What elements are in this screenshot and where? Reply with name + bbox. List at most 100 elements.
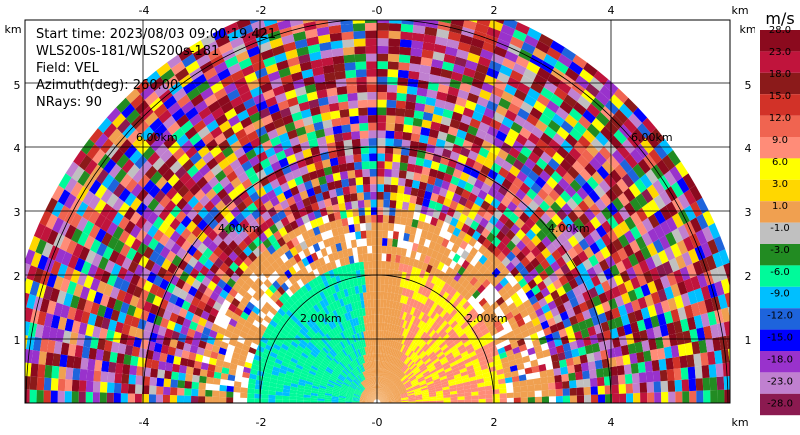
velocity-cell (465, 304, 474, 314)
velocity-cell (98, 256, 109, 271)
velocity-cell (77, 170, 91, 187)
velocity-cell (352, 334, 357, 343)
velocity-cell (153, 275, 164, 287)
velocity-cell (694, 365, 703, 379)
velocity-cell (647, 392, 655, 403)
velocity-cell (94, 315, 104, 328)
colorbar-tick-label: 3.0 (772, 179, 788, 190)
velocity-cell (136, 276, 147, 289)
velocity-cell (420, 229, 428, 239)
velocity-cell (327, 95, 339, 105)
velocity-cell (409, 376, 417, 382)
velocity-cell (525, 229, 537, 241)
velocity-cell (617, 374, 626, 385)
velocity-cell (239, 272, 250, 283)
velocity-cell (290, 340, 299, 349)
velocity-cell (467, 209, 477, 221)
velocity-cell (372, 260, 377, 269)
velocity-cell (350, 286, 356, 295)
velocity-cell (462, 139, 473, 151)
velocity-cell (424, 26, 438, 37)
velocity-cell (248, 155, 260, 167)
velocity-cell (424, 374, 432, 380)
velocity-cell (496, 262, 506, 273)
velocity-cell (520, 75, 534, 88)
velocity-cell (364, 389, 370, 396)
velocity-cell (377, 383, 379, 392)
velocity-cell (472, 289, 481, 299)
velocity-cell (451, 348, 460, 355)
velocity-cell (431, 293, 439, 302)
velocity-cell (620, 314, 631, 326)
velocity-cell (358, 107, 368, 116)
velocity-cell (401, 375, 408, 382)
velocity-cell (219, 176, 231, 189)
velocity-cell (394, 398, 402, 401)
velocity-cell (185, 373, 193, 382)
velocity-cell (469, 276, 478, 286)
velocity-cell (406, 348, 413, 357)
velocity-cell (399, 255, 406, 264)
velocity-cell (613, 129, 627, 145)
velocity-cell (387, 355, 392, 363)
velocity-cell (345, 209, 354, 218)
velocity-cell (395, 254, 401, 264)
velocity-cell (313, 323, 321, 332)
velocity-cell (302, 197, 311, 208)
velocity-cell (564, 114, 578, 128)
velocity-cell (234, 128, 247, 141)
velocity-cell (451, 143, 463, 154)
velocity-cell (134, 154, 148, 170)
velocity-cell (184, 126, 198, 140)
velocity-cell (601, 220, 613, 234)
velocity-cell (433, 226, 442, 236)
velocity-cell (384, 378, 389, 386)
velocity-cell (433, 333, 441, 342)
velocity-cell (462, 20, 477, 31)
velocity-cell (567, 247, 578, 260)
velocity-cell (186, 244, 198, 257)
velocity-cell (533, 377, 542, 385)
velocity-cell (381, 261, 387, 269)
velocity-cell (455, 220, 465, 231)
velocity-cell (325, 0, 339, 4)
velocity-cell (169, 160, 183, 174)
velocity-cell (191, 388, 199, 397)
velocity-cell (335, 299, 342, 309)
velocity-cell (130, 197, 142, 212)
velocity-cell (328, 269, 335, 279)
velocity-cell (731, 375, 739, 389)
velocity-cell (142, 385, 150, 395)
velocity-cell (449, 233, 458, 244)
velocity-cell (672, 356, 681, 369)
velocity-cell (494, 219, 505, 231)
velocity-cell (244, 361, 253, 369)
velocity-cell (274, 339, 283, 348)
velocity-cell (550, 201, 562, 214)
velocity-cell (550, 170, 563, 184)
velocity-cell (475, 374, 484, 380)
velocity-cell (384, 388, 390, 395)
velocity-cell (356, 184, 364, 193)
velocity-cell (409, 55, 422, 65)
velocity-cell (374, 330, 377, 338)
velocity-cell (439, 375, 448, 381)
velocity-cell (191, 278, 202, 290)
velocity-cell (420, 126, 431, 137)
velocity-cell (280, 182, 290, 193)
velocity-cell (400, 23, 414, 33)
velocity-cell (196, 80, 211, 94)
velocity-cell (401, 201, 410, 211)
velocity-cell (350, 302, 356, 311)
velocity-cell (406, 86, 418, 95)
velocity-cell (378, 360, 380, 369)
velocity-cell (393, 138, 403, 148)
velocity-cell (348, 386, 356, 392)
velocity-cell (388, 307, 393, 316)
velocity-cell (377, 38, 389, 47)
velocity-cell (545, 254, 556, 266)
velocity-cell (324, 356, 332, 363)
velocity-cell (510, 370, 519, 377)
velocity-cell (339, 210, 348, 219)
velocity-cell (744, 360, 752, 375)
